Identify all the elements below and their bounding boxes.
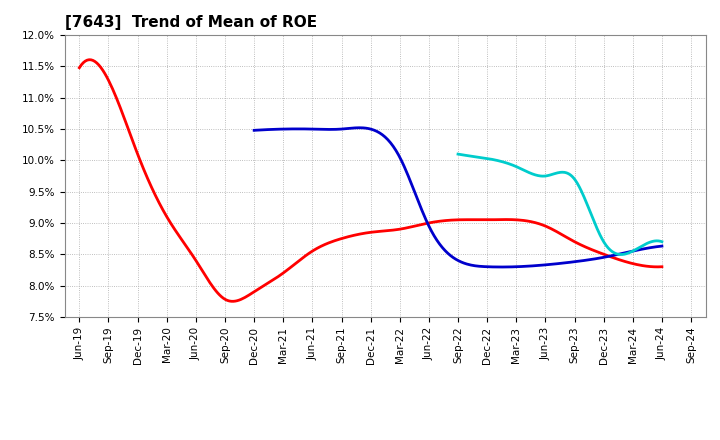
5 Years	[250, 128, 258, 133]
Text: [7643]  Trend of Mean of ROE: [7643] Trend of Mean of ROE	[65, 15, 317, 30]
5 Years	[355, 125, 364, 130]
3 Years	[229, 299, 238, 304]
7 Years	[575, 183, 583, 188]
Line: 5 Years: 5 Years	[254, 128, 662, 267]
3 Years	[85, 57, 94, 62]
7 Years	[575, 184, 584, 190]
5 Years	[657, 243, 666, 249]
3 Years	[426, 220, 434, 225]
5 Years	[497, 264, 505, 270]
Line: 7 Years: 7 Years	[458, 154, 662, 254]
5 Years	[502, 264, 510, 270]
3 Years	[436, 219, 444, 224]
7 Years	[639, 242, 648, 248]
7 Years	[616, 252, 625, 257]
3 Years	[570, 239, 579, 244]
3 Years	[75, 65, 84, 70]
3 Years	[77, 62, 86, 68]
3 Years	[424, 220, 433, 226]
5 Years	[492, 264, 501, 270]
5 Years	[596, 255, 605, 260]
7 Years	[454, 151, 462, 157]
5 Years	[494, 264, 503, 270]
7 Years	[454, 151, 463, 157]
3 Years	[607, 254, 616, 260]
7 Years	[578, 191, 587, 197]
5 Years	[622, 250, 631, 255]
7 Years	[657, 239, 666, 244]
5 Years	[251, 128, 260, 133]
3 Years	[657, 264, 666, 269]
7 Years	[626, 249, 635, 255]
Line: 3 Years: 3 Years	[79, 60, 662, 301]
